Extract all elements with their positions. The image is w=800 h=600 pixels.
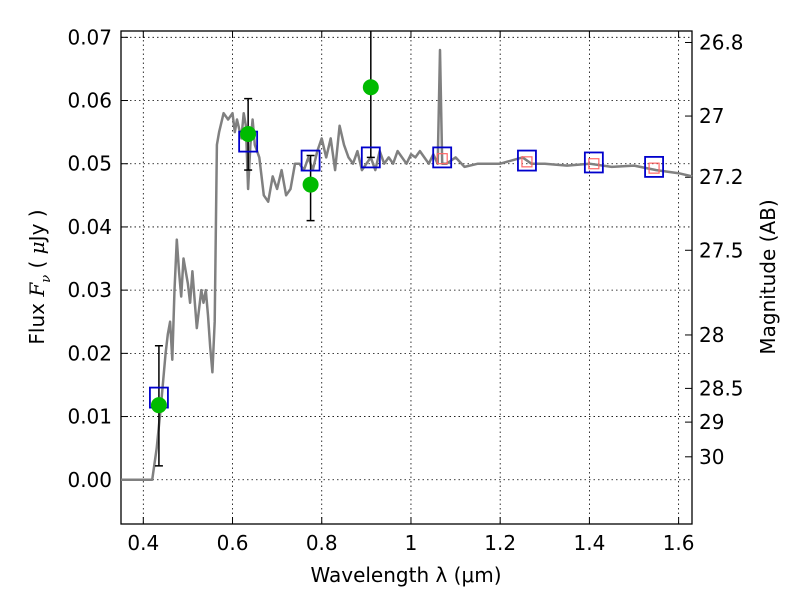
model-photometry-square <box>360 146 381 169</box>
x-tick-label: 1.2 <box>484 531 516 555</box>
model-photometry-square <box>583 151 604 174</box>
x-tick-label: 0.6 <box>217 531 249 555</box>
right-tick-label: 26.8 <box>699 30 744 54</box>
right-tick-label: 30 <box>699 445 724 469</box>
axis-ticks: 0.4 0.6 0.8 1 1.2 1.4 1.6 0.00 0.01 0.02 0.03 0.04 0… <box>67 25 743 555</box>
right-tick-label: 29 <box>699 410 724 434</box>
observed-point <box>150 397 167 414</box>
right-tick-label: 28.5 <box>699 376 744 400</box>
observed-small-square <box>521 156 533 168</box>
y-tick-label: 0.03 <box>67 278 112 302</box>
data-layer <box>121 31 693 482</box>
model-photometry-square <box>517 149 537 172</box>
y-tick-label: 0.07 <box>67 25 112 49</box>
model-photometry-square <box>432 146 453 169</box>
plot-frame <box>120 30 693 525</box>
observed-point <box>302 176 319 193</box>
y-tick-label: 0.00 <box>67 468 112 492</box>
x-tick-label: 0.4 <box>127 531 159 555</box>
grid <box>121 31 692 524</box>
y-tick-label: 0.01 <box>67 405 112 429</box>
right-tick-label: 28 <box>699 323 724 347</box>
y-tick-label: 0.06 <box>67 89 112 113</box>
x-axis-label: Wavelength λ (μm) <box>310 563 501 587</box>
observed-point <box>362 79 379 96</box>
right-tick-label: 27.5 <box>699 238 744 262</box>
observed-small-square <box>436 153 448 165</box>
right-tick-label: 27 <box>699 104 724 128</box>
observed-point <box>240 126 257 143</box>
y-tick-label: 0.02 <box>67 341 112 365</box>
model-photometry-square <box>300 149 321 172</box>
y-axis-label: Flux Fν ( μJy ) <box>25 209 54 344</box>
observed-small-square <box>588 158 600 170</box>
y-tick-label: 0.04 <box>67 215 112 239</box>
model-photometry-square <box>644 155 664 178</box>
x-tick-label: 1 <box>405 531 418 555</box>
observed-small-square <box>648 162 660 174</box>
x-tick-label: 0.8 <box>306 531 338 555</box>
y-tick-label: 0.05 <box>67 152 112 176</box>
right-axis-label: Magnitude (AB) <box>756 199 780 354</box>
svg-text:Flux Fν ( μJy ): Flux Fν ( μJy ) <box>25 209 54 344</box>
right-tick-label: 27.2 <box>699 165 744 189</box>
x-tick-label: 1.4 <box>573 531 605 555</box>
x-tick-label: 1.6 <box>663 531 695 555</box>
sed-model-line <box>121 48 693 482</box>
